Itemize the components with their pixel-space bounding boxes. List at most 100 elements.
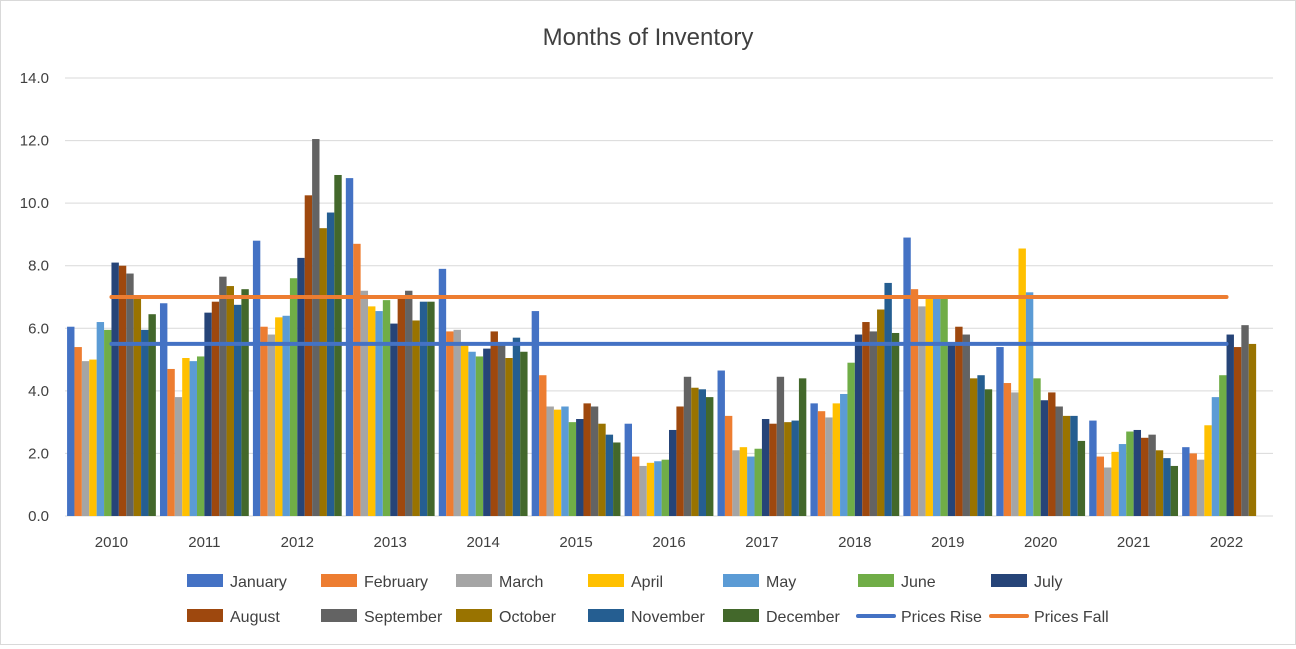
bar-july-2021 [1133,429,1142,516]
bar-december-2010 [148,314,156,516]
legend-swatch [588,574,624,587]
legend-swatch [456,609,492,622]
bar-december-2011 [241,289,249,516]
bar-january-2017 [717,370,725,516]
bar-november-2012 [326,212,335,516]
bar-may-2015 [561,406,569,516]
bar-august-2013 [397,297,406,516]
bar-july-2022 [1226,334,1234,516]
bar-october-2020 [1062,415,1071,516]
legend-swatch [991,574,1027,587]
x-tick-label: 2020 [1024,534,1057,551]
bar-november-2013 [419,301,428,516]
bar-february-2010 [74,347,82,516]
bar-july-2018 [854,334,863,516]
bar-may-2018 [840,393,848,516]
bar-december-2019 [984,389,993,516]
bar-june-2016 [661,459,669,516]
bar-february-2014 [446,331,454,516]
bar-december-2021 [1170,465,1179,516]
legend-label: January [230,574,287,591]
legend-label: June [901,574,936,591]
legend-label: February [364,574,428,591]
bar-april-2012 [275,317,283,516]
x-tick-label: 2022 [1210,534,1243,551]
bar-december-2016 [706,397,714,516]
bar-march-2022 [1196,459,1205,516]
bar-october-2013 [412,320,420,516]
bar-november-2010 [141,329,149,516]
bar-october-2018 [877,309,885,516]
bar-august-2016 [676,406,684,516]
legend-item-february: February [321,574,428,591]
bar-october-2010 [133,297,142,516]
bar-june-2020 [1033,378,1041,516]
legend-label: Prices Rise [901,609,982,626]
bar-august-2014 [490,331,498,516]
legend-label: April [631,574,663,591]
bar-april-2022 [1204,425,1212,516]
legend-item-december: December [723,609,840,626]
legend-swatch [187,574,223,587]
bar-july-2020 [1040,400,1049,516]
bar-february-2020 [1003,383,1012,516]
x-tick-label: 2021 [1117,534,1150,551]
bar-august-2010 [118,265,127,516]
y-tick-label: 2.0 [28,445,49,462]
bar-october-2015 [598,423,606,516]
bar-september-2016 [683,376,692,516]
x-tick-label: 2012 [281,534,314,551]
legend-label: November [631,609,705,626]
legend-item-prices-rise: Prices Rise [856,609,982,626]
bar-november-2018 [884,282,892,516]
legend-item-july: July [991,574,1062,591]
legend-swatch [858,574,894,587]
x-tick-label: 2011 [188,534,220,551]
bar-june-2022 [1219,375,1227,516]
bar-august-2011 [211,301,220,516]
bar-march-2014 [453,329,461,516]
y-axis-ticks: 0.0 2.0 4.0 6.0 8.0 10.0 12.0 14.0 [20,70,49,525]
bar-april-2019 [925,297,933,516]
bar-february-2015 [539,375,547,516]
x-axis-ticks: 2010 2011 2012 2013 2014 2015 2016 2017 2018 2019… [95,534,1243,551]
bar-december-2020 [1077,440,1086,516]
bar-may-2010 [96,322,105,516]
bar-august-2021 [1141,437,1149,516]
bar-april-2015 [553,409,562,516]
bar-march-2017 [732,450,740,516]
legend-label: October [499,609,557,626]
bar-august-2015 [583,403,591,516]
legend-swatch [187,609,223,622]
bar-june-2013 [382,300,391,516]
bar-november-2016 [698,389,706,516]
legend-item-march: March [456,574,543,591]
bar-august-2012 [304,195,313,517]
bar-august-2018 [862,322,870,516]
y-tick-label: 10.0 [20,195,49,212]
legend-item-april: April [588,574,663,591]
legend-label: July [1034,574,1062,591]
bar-june-2015 [568,422,577,516]
bar-september-2012 [312,139,320,516]
x-tick-label: 2013 [374,534,407,551]
legend-label: Prices Fall [1034,609,1109,626]
bar-november-2011 [233,304,242,516]
bar-march-2021 [1104,467,1112,516]
bar-december-2018 [891,332,900,516]
bar-july-2015 [576,419,584,516]
bar-april-2013 [368,306,376,516]
bar-november-2014 [512,337,521,516]
legend-item-january: January [187,574,287,591]
bar-april-2010 [89,359,97,516]
bar-november-2019 [977,375,985,516]
bar-may-2011 [189,361,197,516]
y-tick-label: 12.0 [20,133,49,150]
legend-label: August [230,609,280,626]
x-tick-label: 2019 [931,534,964,551]
bar-january-2016 [624,423,632,516]
bar-january-2022 [1182,447,1190,516]
bar-march-2019 [918,306,926,516]
bar-november-2021 [1163,458,1171,516]
bar-august-2022 [1233,347,1242,516]
